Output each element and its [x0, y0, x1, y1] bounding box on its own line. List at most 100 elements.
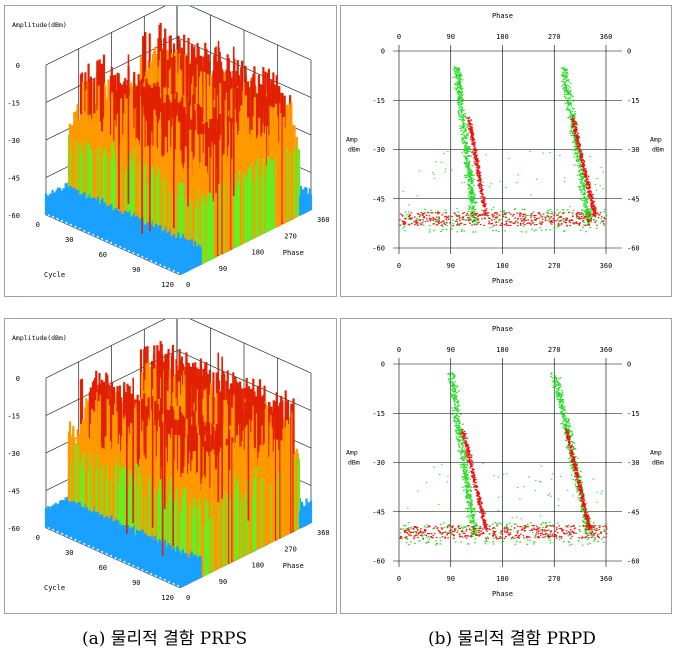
data-point [585, 185, 587, 187]
data-point [470, 186, 473, 189]
data-point [587, 210, 589, 212]
data-point [470, 155, 472, 157]
data-point [455, 70, 458, 72]
data-point [562, 79, 565, 81]
data-point [466, 158, 469, 160]
data-point [581, 193, 583, 195]
data-point [457, 104, 460, 106]
data-point [456, 75, 459, 77]
data-point [584, 190, 586, 192]
data-point [471, 171, 474, 173]
data-point [467, 132, 470, 134]
data-point [466, 161, 468, 163]
x-tick-label-bottom: 90 [447, 262, 455, 270]
data-point [573, 135, 576, 138]
phase-tick-label: 270 [284, 232, 297, 240]
data-point [520, 231, 523, 233]
data-point [563, 81, 565, 83]
data-point [563, 69, 566, 71]
data-point [464, 128, 467, 130]
data-point [566, 73, 569, 75]
data-point [467, 183, 469, 185]
data-point [582, 199, 584, 202]
data-point [455, 76, 457, 78]
data-point [461, 94, 464, 96]
data-point [467, 194, 470, 196]
data-point [462, 133, 464, 135]
data-point [460, 91, 463, 93]
data-point [467, 146, 469, 148]
data-point [471, 174, 474, 176]
data-point [456, 83, 458, 86]
phase-tick-label: 180 [252, 249, 265, 257]
data-point [583, 224, 585, 226]
data-point [568, 109, 570, 111]
data-point [463, 155, 465, 157]
data-point [543, 216, 546, 218]
data-point [578, 186, 580, 188]
data-point [566, 92, 569, 94]
cycle-tick-label: 90 [132, 266, 140, 274]
data-point [471, 215, 474, 218]
data-point [418, 214, 420, 216]
data-point [468, 191, 470, 193]
data-point [570, 127, 573, 130]
data-point [586, 197, 589, 199]
data-point [561, 85, 564, 87]
data-point [476, 222, 479, 225]
data-point [460, 97, 462, 99]
data-point [565, 108, 568, 111]
data-point [561, 73, 564, 75]
data-point [465, 137, 468, 140]
data-point [563, 77, 566, 79]
data-point [460, 106, 463, 108]
data-point [475, 218, 478, 220]
data-point [462, 98, 464, 101]
data-point [581, 177, 584, 179]
y-tick-label-left: -60 [372, 245, 385, 253]
data-point [584, 193, 586, 196]
data-point [566, 76, 568, 78]
data-point [577, 161, 580, 163]
data-point [471, 199, 474, 202]
data-point [474, 208, 477, 210]
data-point [464, 148, 467, 150]
data-point [565, 77, 568, 79]
data-point [474, 214, 476, 216]
data-point [455, 89, 457, 91]
data-point [567, 104, 570, 106]
data-point [457, 100, 459, 102]
data-point [563, 230, 566, 232]
data-point [453, 212, 455, 214]
data-point [462, 118, 465, 120]
data-point [467, 170, 469, 172]
data-point [468, 168, 471, 171]
data-point [581, 189, 584, 191]
data-point [464, 145, 467, 147]
data-point [458, 81, 461, 83]
data-point [558, 212, 560, 214]
data-point [567, 91, 570, 93]
data-point [440, 224, 443, 227]
data-point [457, 70, 460, 72]
data-point [568, 97, 570, 99]
data-point [581, 183, 584, 185]
data-point [473, 184, 475, 186]
data-point [584, 186, 586, 188]
data-point [568, 99, 571, 101]
data-point [457, 81, 459, 83]
data-point [583, 203, 585, 205]
data-point [469, 207, 472, 209]
data-point [472, 210, 475, 212]
data-point [457, 93, 460, 95]
cycle-axis-title: Cycle [44, 271, 65, 279]
data-point [583, 197, 585, 199]
data-point [461, 79, 464, 81]
data-point [468, 179, 471, 182]
data-point [466, 163, 468, 165]
data-point [566, 100, 568, 102]
data-point [471, 197, 473, 199]
data-point [553, 224, 556, 226]
data-point [536, 217, 539, 220]
data-point [570, 125, 572, 127]
